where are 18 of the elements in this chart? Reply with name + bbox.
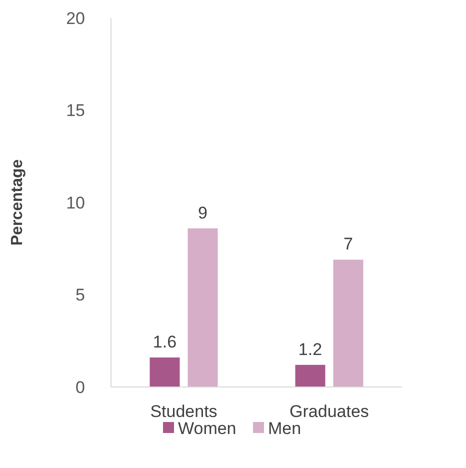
y-tick-label: 10	[66, 193, 85, 212]
x-tick-label: Graduates	[290, 402, 369, 421]
y-axis-title: Percentage	[9, 159, 26, 246]
y-tick-label: 15	[66, 101, 85, 120]
legend-label: Women	[178, 418, 236, 438]
legend-label: Men	[268, 418, 302, 438]
y-tick-label: 0	[76, 378, 85, 397]
y-tick-label: 5	[76, 286, 85, 305]
data-label: 9	[198, 203, 208, 222]
x-tick-label: Students	[150, 402, 218, 421]
data-label: 1.2	[298, 340, 322, 359]
bar	[150, 357, 180, 387]
bar	[333, 260, 364, 387]
data-label: 1.6	[152, 332, 177, 352]
bar	[295, 364, 326, 387]
data-label: 7	[344, 234, 353, 254]
bar	[188, 228, 218, 387]
y-tick-label: 20	[66, 8, 85, 28]
